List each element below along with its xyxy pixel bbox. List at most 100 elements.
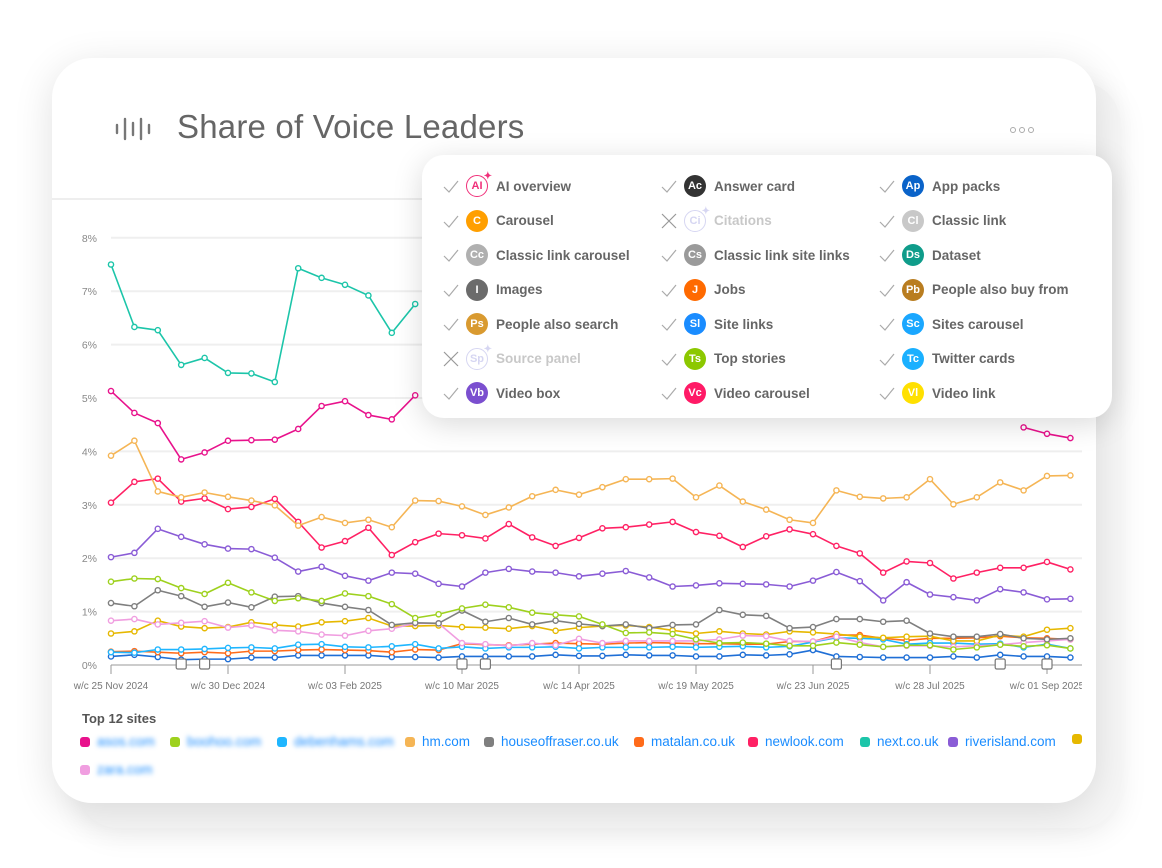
data-point (341, 652, 349, 659)
data-point (1043, 653, 1051, 660)
data-point (294, 652, 302, 659)
data-point (575, 635, 583, 643)
legend-swatch (80, 764, 90, 775)
legend-item[interactable]: zara.com (80, 762, 153, 777)
annotation-marker-icon[interactable] (994, 658, 1006, 670)
data-point (177, 619, 185, 627)
data-point (926, 641, 934, 649)
legend-label: next.co.uk (877, 734, 939, 749)
feature-toggle-app-packs[interactable]: Ap App packs (878, 175, 1000, 197)
annotation-marker-icon[interactable] (456, 658, 468, 670)
feature-toggle-video-box[interactable]: Vb Video box (442, 382, 560, 404)
legend-item[interactable] (1072, 734, 1089, 744)
y-tick-label: 1% (82, 607, 97, 619)
check-icon (879, 215, 895, 228)
data-point (131, 549, 138, 557)
legend-item[interactable]: hm.com (405, 734, 470, 749)
series-line-hm.com (110, 439, 1071, 529)
feature-toggle-answer-card[interactable]: Ac Answer card (660, 175, 795, 197)
series-line-debenhams.com (110, 636, 1071, 654)
feature-toggle-top-stories[interactable]: Ts Top stories (660, 347, 786, 370)
legend-item[interactable]: newlook.com (748, 734, 844, 749)
legend-label: newlook.com (765, 734, 844, 749)
data-point (318, 618, 325, 626)
annotation-marker-icon[interactable] (1041, 658, 1053, 670)
feature-toggle-jobs[interactable]: J Jobs (660, 278, 746, 301)
legend-item[interactable]: boohoo.com (170, 734, 261, 749)
data-point (131, 628, 138, 635)
feature-toggle-video-carousel[interactable]: Vc Video carousel (660, 382, 810, 404)
data-point (388, 569, 396, 576)
legend-swatch (1072, 734, 1082, 744)
data-point (528, 639, 536, 647)
data-point (575, 573, 583, 580)
legend-item[interactable]: matalan.co.uk (634, 734, 735, 749)
feature-toggle-source-panel[interactable]: Sp ✦ Source panel (442, 344, 581, 370)
data-point (716, 653, 723, 660)
feature-label: Video link (932, 385, 996, 401)
data-point (528, 534, 536, 541)
data-point (365, 592, 372, 600)
annotation-marker-icon[interactable] (175, 658, 187, 670)
feature-toggle-classic-link-carousel[interactable]: Cc Classic link carousel (442, 244, 630, 266)
data-point (669, 583, 676, 590)
feature-badge-icon: AI ✦ (466, 171, 492, 197)
legend-item[interactable]: next.co.uk (860, 734, 939, 749)
data-point (1043, 636, 1051, 643)
feature-toggle-carousel[interactable]: C Carousel (442, 209, 554, 232)
data-point (365, 644, 372, 651)
sparkle-icon: ✦ (701, 205, 710, 217)
data-point (622, 644, 630, 651)
feature-label: Top stories (714, 351, 786, 366)
data-point (224, 599, 232, 606)
data-point (669, 637, 676, 645)
sparkle-icon: ✦ (483, 171, 492, 182)
feature-toggle-site-links[interactable]: Sl Site links (660, 313, 773, 335)
data-point (341, 537, 349, 545)
data-point (1043, 641, 1051, 649)
data-point (1043, 558, 1051, 566)
data-point (341, 519, 349, 527)
feature-toggle-classic-link-site-links[interactable]: Cs Classic link site links (660, 244, 850, 266)
annotation-marker-icon[interactable] (199, 658, 211, 670)
legend-swatch (484, 736, 494, 747)
data-point (411, 653, 419, 661)
feature-toggle-people-also-search[interactable]: Ps People also search (442, 313, 618, 335)
data-point (809, 629, 817, 636)
legend-item[interactable]: asos.com (80, 734, 155, 749)
feature-toggle-people-also-buy-from[interactable]: Pb People also buy from (878, 278, 1069, 301)
data-point (505, 604, 513, 611)
x-tick-label: w/c 03 Feb 2025 (307, 681, 382, 692)
check-icon (879, 353, 895, 366)
annotation-marker-icon[interactable] (479, 658, 491, 670)
feature-toggle-classic-link[interactable]: Cl Classic link (878, 209, 1006, 232)
data-point (856, 493, 864, 501)
data-point (645, 652, 653, 659)
data-point (505, 520, 513, 528)
data-point (224, 579, 232, 587)
feature-toggle-twitter-cards[interactable]: Tc Twitter cards (878, 347, 1015, 370)
data-point (973, 597, 981, 604)
legend-label: hm.com (422, 734, 471, 749)
legend-item[interactable]: riverisland.com (948, 734, 1056, 749)
feature-toggle-video-link[interactable]: Vl Video link (878, 382, 996, 404)
more-dots-icon[interactable] (1010, 127, 1034, 133)
feature-toggle-citations[interactable]: Ci ✦ Citations (660, 206, 772, 232)
data-point (294, 628, 302, 635)
feature-label: Video box (496, 385, 561, 401)
data-point (388, 551, 396, 559)
legend-item[interactable]: debenhams.com (277, 734, 394, 749)
data-point (154, 586, 162, 594)
data-point (833, 568, 840, 576)
feature-toggle-dataset[interactable]: Ds Dataset (878, 244, 981, 266)
feature-badge-icon: Sl (684, 313, 706, 335)
annotation-marker-icon[interactable] (830, 658, 843, 670)
feature-label: People also buy from (932, 282, 1069, 297)
feature-toggle-images[interactable]: I Images (442, 278, 543, 301)
data-point (903, 617, 910, 624)
data-point (411, 640, 419, 648)
feature-toggle-sites-carousel[interactable]: Sc Sites carousel (878, 313, 1024, 335)
feature-toggle-ai-overview[interactable]: AI ✦ AI overview (442, 171, 571, 197)
legend-item[interactable]: houseoffraser.co.uk (484, 734, 619, 749)
feature-label: Images (496, 282, 543, 297)
